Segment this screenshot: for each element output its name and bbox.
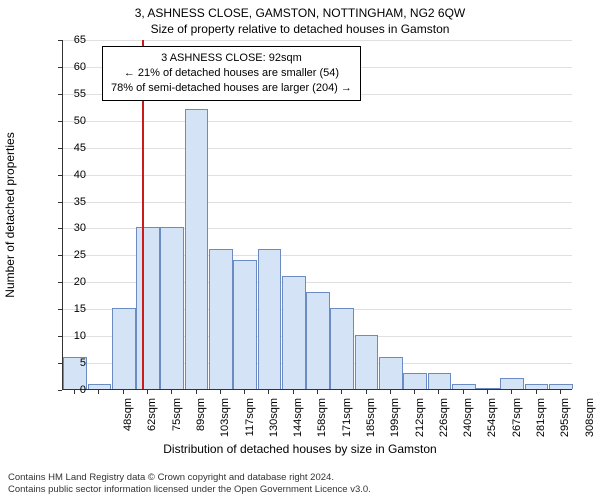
xtick-label: 295sqm [559, 398, 571, 448]
gridline-h [63, 121, 572, 122]
ytick-mark [58, 94, 62, 95]
histogram-bar [209, 249, 233, 389]
gridline-h [63, 148, 572, 149]
histogram-bar [428, 373, 452, 389]
xtick-label: 158sqm [316, 398, 328, 448]
ytick-mark [58, 175, 62, 176]
xtick-label: 267sqm [511, 398, 523, 448]
xtick-label: 199sqm [389, 398, 401, 448]
annotation-line3: 78% of semi-detached houses are larger (… [111, 81, 352, 96]
footer-line1: Contains HM Land Registry data © Crown c… [8, 472, 371, 484]
histogram-bar [403, 373, 427, 389]
xtick-mark [341, 390, 342, 394]
histogram-bar [355, 335, 379, 389]
histogram-bar [306, 292, 330, 389]
ytick-mark [58, 336, 62, 337]
histogram-bar [476, 388, 500, 389]
xtick-label: 308sqm [584, 398, 596, 448]
histogram-bar [136, 227, 160, 389]
histogram-bar [112, 308, 136, 389]
chart-subtitle: Size of property relative to detached ho… [0, 22, 600, 36]
histogram-bar [379, 357, 403, 389]
histogram-bar [525, 384, 549, 389]
ytick-mark [58, 121, 62, 122]
xtick-label: 185sqm [365, 398, 377, 448]
histogram-bar [185, 109, 209, 389]
xtick-mark [147, 390, 148, 394]
ytick-mark [58, 309, 62, 310]
xtick-mark [390, 390, 391, 394]
gridline-h [63, 175, 572, 176]
xtick-label: 212sqm [414, 398, 426, 448]
xtick-label: 117sqm [244, 398, 256, 448]
xtick-mark [414, 390, 415, 394]
xtick-label: 62sqm [146, 398, 158, 448]
xtick-label: 240sqm [462, 398, 474, 448]
histogram-bar [258, 249, 282, 389]
xtick-mark [268, 390, 269, 394]
xtick-label: 75sqm [171, 398, 183, 448]
footer-line2: Contains public sector information licen… [8, 484, 371, 496]
ytick-mark [58, 255, 62, 256]
gridline-h [63, 202, 572, 203]
xtick-label: 48sqm [122, 398, 134, 448]
xtick-mark [74, 390, 75, 394]
ytick-mark [58, 202, 62, 203]
xtick-label: 226sqm [438, 398, 450, 448]
xtick-mark [244, 390, 245, 394]
xtick-mark [511, 390, 512, 394]
xtick-mark [220, 390, 221, 394]
y-axis-label: Number of detached properties [3, 132, 17, 297]
annotation-line1: 3 ASHNESS CLOSE: 92sqm [111, 51, 352, 66]
annotation-line2: ← 21% of detached houses are smaller (54… [111, 66, 352, 81]
histogram-bar [500, 378, 524, 389]
ytick-mark [58, 67, 62, 68]
chart-title-address: 3, ASHNESS CLOSE, GAMSTON, NOTTINGHAM, N… [0, 6, 600, 20]
ytick-mark [58, 390, 62, 391]
annotation-box: 3 ASHNESS CLOSE: 92sqm← 21% of detached … [102, 46, 361, 101]
xtick-mark [536, 390, 537, 394]
xtick-mark [171, 390, 172, 394]
histogram-bar [452, 384, 476, 389]
histogram-bar [160, 227, 184, 389]
xtick-label: 89sqm [195, 398, 207, 448]
histogram-bar [282, 276, 306, 389]
xtick-mark [438, 390, 439, 394]
ytick-mark [58, 228, 62, 229]
xtick-mark [98, 390, 99, 394]
histogram-bar [330, 308, 354, 389]
histogram-bar [549, 384, 573, 389]
xtick-mark [317, 390, 318, 394]
histogram-bar [88, 384, 112, 389]
ytick-mark [58, 148, 62, 149]
xtick-mark [463, 390, 464, 394]
xtick-label: 103sqm [219, 398, 231, 448]
ytick-mark [58, 40, 62, 41]
gridline-h [63, 40, 572, 41]
xtick-mark [560, 390, 561, 394]
xtick-label: 144sqm [292, 398, 304, 448]
xtick-mark [196, 390, 197, 394]
histogram-bar [233, 260, 257, 389]
xtick-label: 254sqm [486, 398, 498, 448]
xtick-mark [366, 390, 367, 394]
xtick-label: 130sqm [268, 398, 280, 448]
xtick-mark [487, 390, 488, 394]
ytick-mark [58, 363, 62, 364]
xtick-mark [293, 390, 294, 394]
xtick-mark [123, 390, 124, 394]
xtick-label: 281sqm [535, 398, 547, 448]
ytick-mark [58, 282, 62, 283]
xtick-label: 171sqm [341, 398, 353, 448]
footer-attribution: Contains HM Land Registry data © Crown c… [8, 472, 371, 496]
